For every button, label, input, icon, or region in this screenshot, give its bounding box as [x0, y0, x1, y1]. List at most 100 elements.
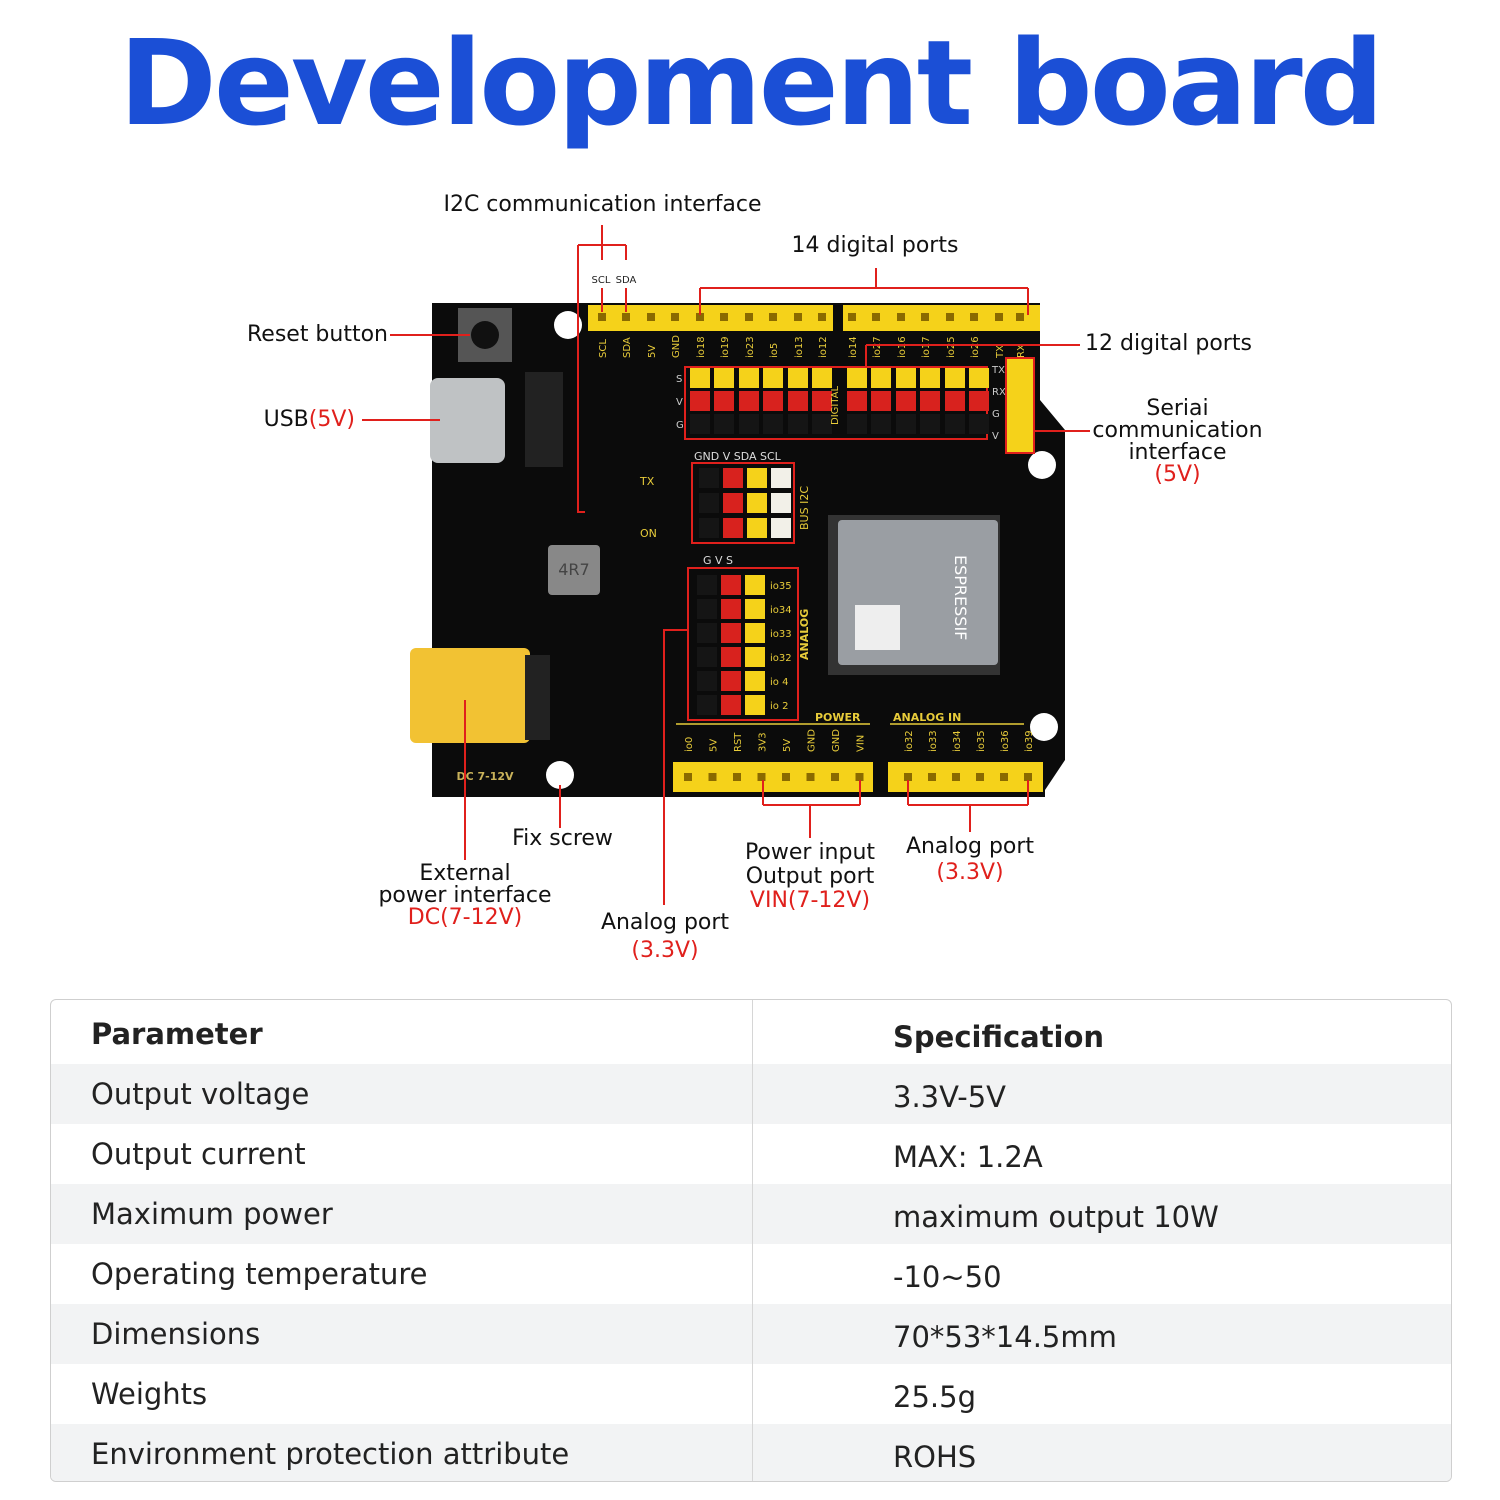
analog-pin-label: io33 — [770, 629, 792, 640]
digital-pin — [714, 391, 734, 411]
power-pin-label: 5V — [709, 739, 720, 752]
digital-pin — [969, 368, 989, 388]
table-row: Output voltage 3.3V-5V — [51, 1064, 1451, 1124]
top-pin-label: io5 — [769, 343, 780, 358]
i2c-port-box — [691, 462, 795, 544]
param-cell: Maximum power — [91, 1197, 333, 1231]
ext-label-line2: power interface — [378, 883, 552, 908]
gvs-label: G V S — [703, 554, 733, 567]
i2c-pin — [699, 518, 719, 538]
ext-voltage: DC(7-12V) — [407, 905, 523, 930]
analog-pin — [721, 575, 741, 595]
header-pin — [696, 313, 704, 321]
i2c-pin — [747, 493, 767, 513]
param-cell: Dimensions — [91, 1317, 261, 1351]
digital-pin — [896, 391, 916, 411]
i2c-pin — [723, 468, 743, 488]
analog-pin-label: io35 — [770, 581, 792, 592]
serial-interface-label: Seriai communication interface (5V) — [1090, 398, 1265, 486]
spec-cell: maximum output 10W — [893, 1200, 1219, 1234]
digital-pin — [739, 368, 759, 388]
reset-button-cap — [471, 321, 499, 349]
serial-label-line2: communication — [1092, 418, 1263, 443]
digital-pin — [788, 368, 808, 388]
header-pin — [1016, 313, 1024, 321]
analog-pin — [697, 599, 717, 619]
power-pin-label: GND — [831, 729, 842, 752]
analog-pin — [745, 647, 765, 667]
analog-pin-label: io 4 — [770, 677, 788, 688]
i2c-pin — [723, 518, 743, 538]
inductor-label: 4R7 — [558, 560, 589, 579]
top-pin-label: GND — [671, 335, 682, 358]
digital-pin — [945, 391, 965, 411]
i2c-interface-label: I2C communication interface — [443, 192, 762, 217]
top-pin-label: io17 — [921, 336, 932, 358]
i2c-pin — [771, 518, 791, 538]
power-port-label: Power input Output port VIN(7-12V) — [730, 841, 890, 913]
spec-cell: 3.3V-5V — [893, 1080, 1007, 1114]
qr-code — [855, 605, 900, 650]
digital-pin — [812, 391, 832, 411]
table-row: Weights 25.5g — [51, 1364, 1451, 1424]
spec-cell: ROHS — [893, 1440, 977, 1474]
digital-pin — [945, 368, 965, 388]
usb-label-text: USB — [263, 407, 309, 432]
i2c-pin — [771, 468, 791, 488]
power-pin-label: 5V — [782, 739, 793, 752]
usb-chip — [525, 372, 563, 467]
board-diagram: 4R7 DC 7-12V SCL SDA 5V GND io18 io19 io23 io5 i… — [362, 225, 1090, 905]
digital-pin — [920, 368, 940, 388]
module-label: ESPRESSIF — [951, 555, 970, 640]
power-label-line1: Power input — [744, 840, 876, 865]
header-pin — [970, 313, 978, 321]
analog-in-pin-label: io36 — [1000, 730, 1011, 752]
row-label: V — [676, 397, 683, 408]
header-specification: Specification — [893, 1020, 1105, 1054]
dc-label: DC 7-12V — [456, 770, 514, 783]
dc-jack — [410, 648, 530, 743]
i2c-header-label: GND V SDA SCL — [694, 450, 782, 463]
digital-pin — [690, 391, 710, 411]
analog-in-pin-label: io35 — [976, 730, 987, 752]
header-pin — [782, 773, 790, 781]
header-pin — [921, 313, 929, 321]
digital-pin — [847, 414, 867, 434]
analog-in-pin-label: io39 — [1024, 730, 1035, 752]
top-pin-label: io25 — [946, 336, 957, 358]
analog-pin-label: io 2 — [770, 701, 788, 712]
tx-led-label: TX — [639, 475, 655, 488]
usb-label: USB(5V) — [240, 409, 355, 431]
analog-right-text: Analog port — [905, 834, 1035, 859]
header-pin — [897, 313, 905, 321]
analog-pin — [745, 575, 765, 595]
digital-pin — [763, 368, 783, 388]
analog-pin — [745, 623, 765, 643]
table-row: Output current MAX: 1.2A — [51, 1124, 1451, 1184]
header-pin — [769, 313, 777, 321]
digital-pin — [763, 391, 783, 411]
serial-pin-label: G — [992, 409, 1000, 420]
analog-pin — [721, 671, 741, 691]
analog-in-pin-label: io33 — [928, 730, 939, 752]
header-pin — [1000, 773, 1008, 781]
header-pin — [995, 313, 1003, 321]
header-pin — [872, 313, 880, 321]
header-pin — [855, 773, 864, 781]
mount-hole — [1030, 713, 1058, 741]
param-cell: Output current — [91, 1137, 306, 1171]
header-pin — [806, 773, 815, 781]
column-divider — [752, 1000, 753, 1481]
analog-port-right-label: Analog port (3.3V) — [895, 834, 1045, 886]
analog-pin — [697, 575, 717, 595]
header-pin — [794, 313, 802, 321]
serial-voltage: (5V) — [1154, 462, 1201, 487]
analog-pin-label: io34 — [770, 605, 792, 616]
digital-pin — [969, 391, 989, 411]
header-pin — [684, 773, 692, 781]
external-power-label: External power interface DC(7-12V) — [370, 863, 560, 929]
param-cell: Output voltage — [91, 1077, 310, 1111]
header-pin — [757, 773, 766, 781]
serial-pin-label: V — [992, 431, 999, 442]
digital-pin — [847, 391, 867, 411]
